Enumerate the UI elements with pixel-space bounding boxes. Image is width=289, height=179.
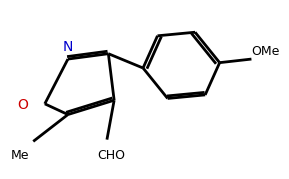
Text: Me: Me [11,149,29,162]
Text: N: N [63,40,73,54]
Text: O: O [18,98,29,112]
Text: CHO: CHO [97,149,125,162]
Text: OMe: OMe [252,45,280,57]
